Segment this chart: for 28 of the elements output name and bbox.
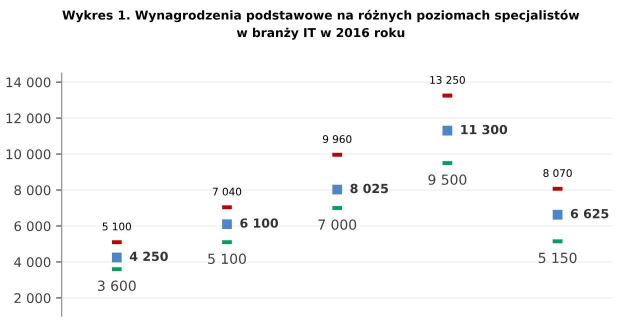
y-tick-label: 4 000 [14, 257, 50, 268]
chart-title: Wykres 1. Wynagrodzenia podstawowe na różnych poziomach specjalistów w branży IT w 2016 roku [62, 10, 580, 40]
data-label: 13 250 [430, 76, 465, 84]
y-tick-label: 10 000 [6, 149, 50, 160]
point [442, 126, 452, 136]
data-label: 8 070 [543, 169, 572, 178]
point [552, 210, 562, 220]
y-tick-label: 2 000 [14, 293, 50, 304]
data-label: 5 150 [538, 252, 577, 264]
y-tick-label: 8 000 [14, 185, 50, 196]
data-label: 5 100 [102, 222, 132, 230]
point [222, 219, 232, 230]
point [332, 184, 342, 194]
data-label: 8 025 [350, 184, 388, 194]
y-tick-label: 12 000 [6, 113, 50, 124]
data-label: 7 040 [212, 188, 242, 196]
data-label: 3 600 [98, 280, 136, 292]
y-tick-label: 6 000 [14, 221, 50, 232]
data-label: 6 625 [570, 208, 608, 218]
data-label: 5 100 [208, 254, 246, 264]
point [112, 252, 122, 262]
data-label: 4 250 [130, 252, 168, 262]
data-label: 7 000 [318, 219, 356, 230]
data-label: 9 500 [428, 174, 466, 185]
data-label: 11 300 [461, 124, 508, 134]
data-label: 6 100 [240, 218, 278, 228]
y-tick-label: 14 000 [6, 77, 50, 88]
data-label: 9 960 [322, 135, 352, 144]
